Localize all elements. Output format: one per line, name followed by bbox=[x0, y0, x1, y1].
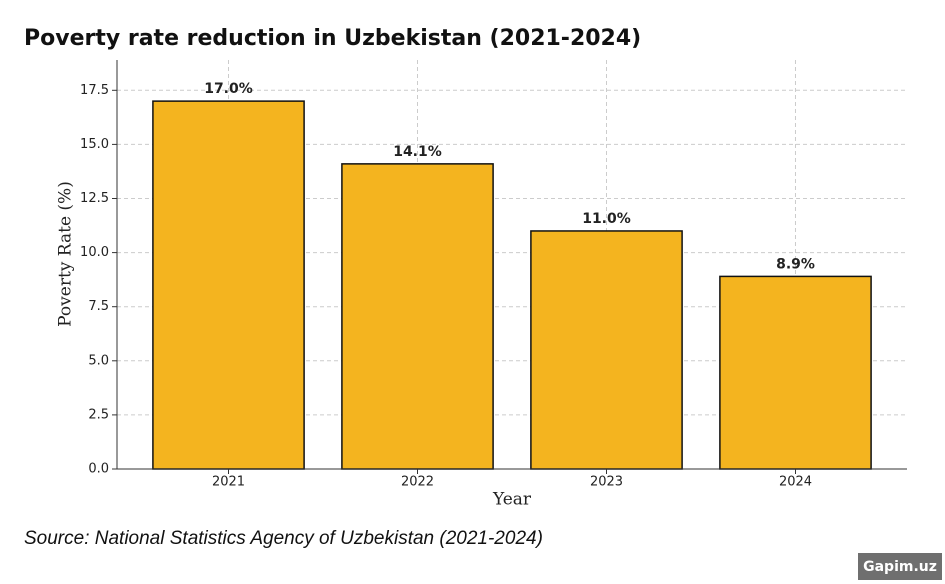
watermark-box bbox=[858, 553, 942, 580]
y-tick-label: 7.5 bbox=[88, 299, 109, 314]
bar bbox=[341, 163, 494, 470]
y-tick-label: 12.5 bbox=[80, 191, 109, 206]
source-note: Source: National Statistics Agency of Uz… bbox=[24, 528, 543, 549]
bar bbox=[530, 230, 683, 470]
y-tick-label: 17.5 bbox=[80, 83, 109, 98]
x-axis-label: Year bbox=[492, 490, 532, 510]
y-tick-label: 5.0 bbox=[88, 353, 109, 368]
y-tick-label: 2.5 bbox=[88, 407, 109, 422]
watermark: Gapim.uz bbox=[863, 559, 937, 575]
chart-title: Poverty rate reduction in Uzbekistan (20… bbox=[24, 26, 641, 51]
value-label: 17.0% bbox=[204, 81, 253, 97]
y-tick-label: 10.0 bbox=[80, 245, 109, 260]
y-tick-label: 0.0 bbox=[88, 462, 109, 477]
value-label: 14.1% bbox=[393, 144, 442, 160]
bar bbox=[719, 275, 872, 470]
y-axis-label: Poverty Rate (%) bbox=[56, 181, 76, 327]
value-label: 11.0% bbox=[582, 211, 631, 227]
y-tick-label: 15.0 bbox=[80, 137, 109, 152]
bar bbox=[152, 100, 305, 470]
x-tick-label: 2021 bbox=[212, 475, 245, 490]
value-label: 8.9% bbox=[776, 256, 815, 272]
x-tick-label: 2023 bbox=[590, 475, 623, 490]
x-tick-label: 2022 bbox=[401, 475, 434, 490]
x-tick-label: 2024 bbox=[779, 475, 812, 490]
